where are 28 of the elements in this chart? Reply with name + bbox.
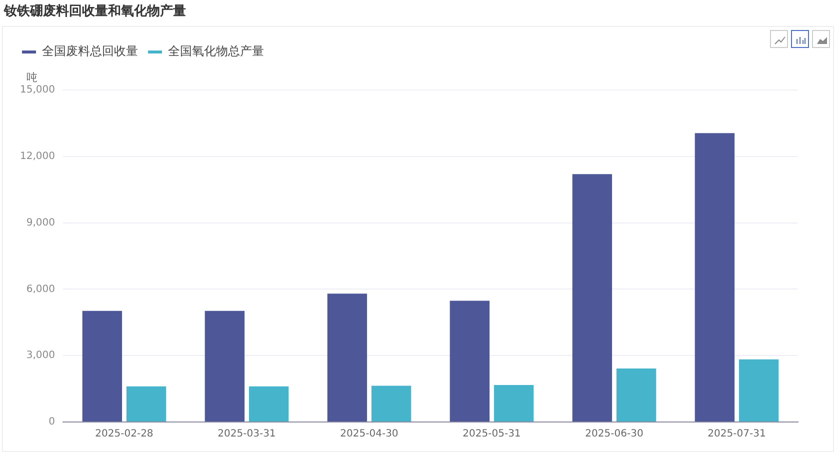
y-tick-label: 0: [48, 416, 55, 428]
bar: [572, 174, 612, 422]
x-tick-label: 2025-04-30: [340, 428, 398, 440]
y-tick-label: 6,000: [26, 284, 55, 295]
bar: [126, 386, 166, 422]
y-tick-label: 3,000: [26, 350, 55, 362]
x-tick-label: 2025-07-31: [708, 428, 766, 440]
bar: [248, 386, 289, 422]
chart-title: 钕铁硼废料回收量和氧化物产量: [4, 2, 186, 20]
y-tick-label: 9,000: [26, 217, 55, 228]
y-axis-title: 吨: [26, 70, 38, 84]
y-tick-label: 12,000: [20, 150, 55, 162]
bar: [494, 385, 534, 422]
bar: [327, 294, 368, 422]
legend-label: 全国废料总回收量: [42, 44, 138, 58]
bar: [616, 368, 656, 422]
bar: [450, 300, 490, 422]
x-tick-label: 2025-02-28: [95, 428, 154, 440]
y-tick-label: 15,000: [20, 84, 55, 96]
x-tick-label: 2025-06-30: [585, 428, 644, 440]
x-tick-label: 2025-05-31: [462, 428, 521, 440]
bar: [694, 133, 735, 422]
bar: [204, 310, 245, 422]
legend-label: 全国氧化物总产量: [168, 44, 264, 58]
x-tick-label: 2025-03-31: [218, 428, 276, 440]
bar: [371, 386, 412, 422]
bar: [82, 310, 122, 422]
bar: [738, 359, 779, 422]
